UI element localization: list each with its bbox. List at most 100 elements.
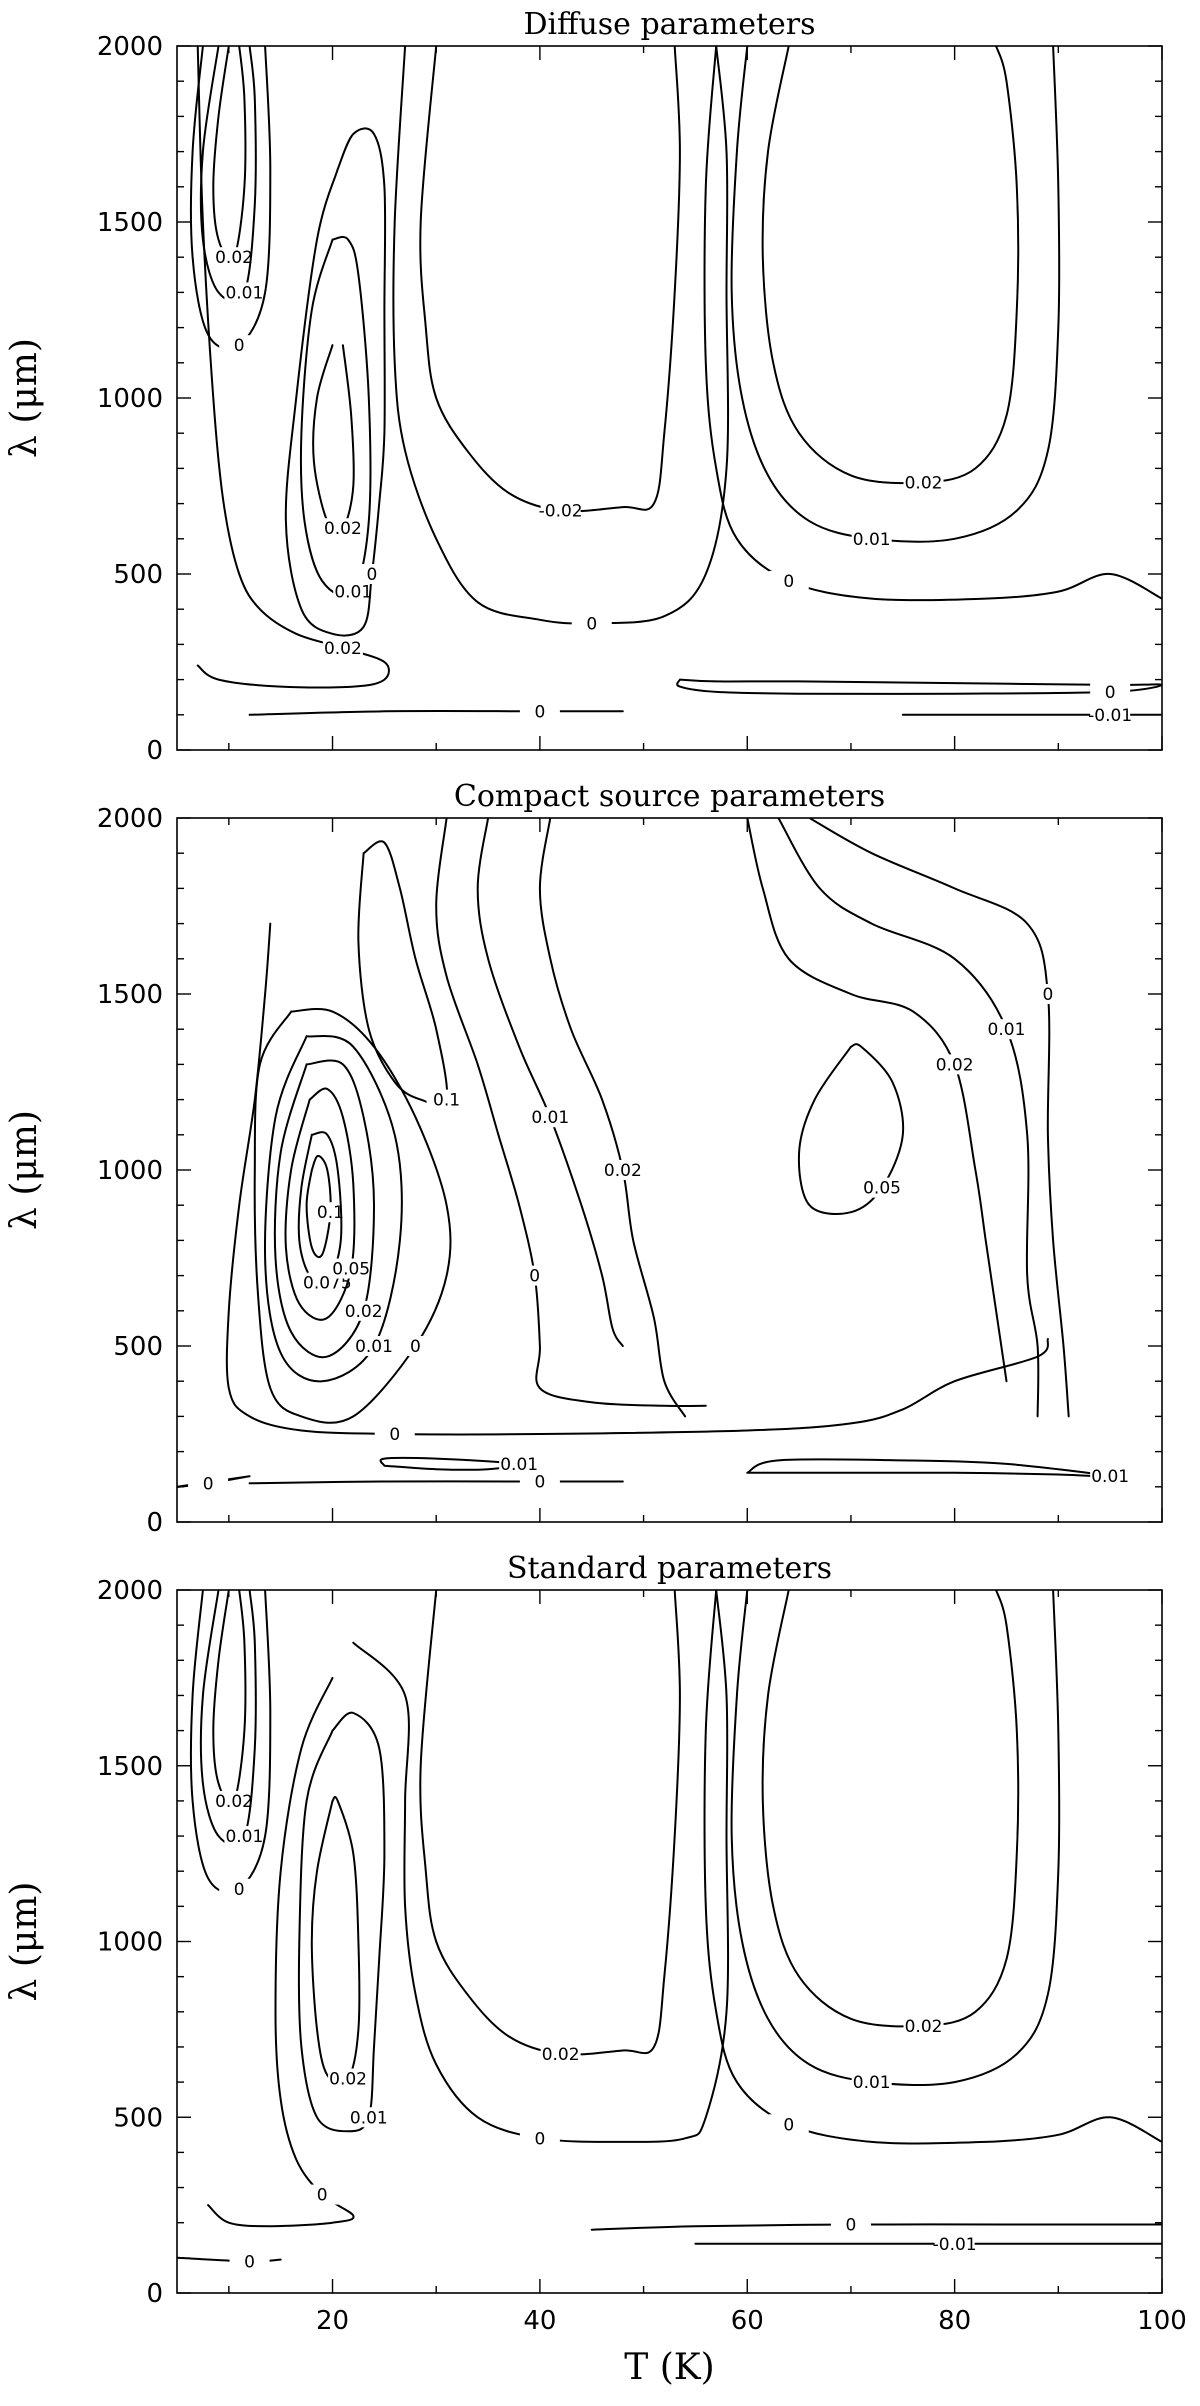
- contour-label-bg: [214, 247, 255, 268]
- contour-label-bg: [229, 2251, 270, 2272]
- y-tick-label: 500: [113, 2103, 163, 2133]
- contour-label-bg: [602, 1160, 643, 1180]
- contour-label: 0.01: [225, 1827, 263, 1847]
- contour-label: 0.01: [853, 530, 891, 550]
- contour-line: [253, 1008, 452, 1424]
- panel-1: Diffuse parameters 0 500 1000 1500 2000 λ (μm)…: [4, 7, 1163, 766]
- x-tick-label: 100: [1137, 2306, 1187, 2336]
- y-tick-label: 0: [146, 1508, 163, 1538]
- contour-line: [305, 1154, 332, 1259]
- contour-group: 0.020.0100.020.0100.02-0.0200.020.01000-…: [189, 46, 1162, 726]
- contour-label-bg: [333, 581, 374, 602]
- y-axis-label: λ (μm): [4, 338, 45, 458]
- contour-label: 0: [529, 1267, 540, 1287]
- contour-label: 0: [1043, 985, 1054, 1005]
- contour-label-bg: [903, 2015, 944, 2036]
- contour-label-bg: [322, 518, 363, 539]
- contour-label-bg: [903, 472, 944, 493]
- contour-label: 0.05: [863, 1179, 901, 1199]
- contour-line: [273, 1059, 375, 1359]
- contour-label: 0: [1105, 683, 1116, 703]
- contour-label-bg: [1090, 704, 1131, 725]
- contour-label: 0.01: [334, 583, 372, 603]
- contour-line: [196, 46, 390, 689]
- contour-line: [212, 1590, 247, 1805]
- contour-line: [392, 46, 730, 625]
- contour-line: [797, 1043, 905, 1215]
- y-tick-label: 2000: [97, 804, 163, 834]
- contour-label-bg: [302, 2184, 343, 2205]
- contour-label-bg: [348, 2107, 389, 2128]
- contour-label-bg: [1090, 681, 1131, 702]
- y-tick-label: 2000: [97, 1576, 163, 1606]
- x-axis-label: T (K): [624, 2347, 714, 2388]
- x-tick-label: 40: [523, 2306, 556, 2336]
- contour-label: 0: [367, 565, 378, 585]
- contour-line: [730, 46, 1061, 543]
- contour-label: 0.01: [988, 1020, 1026, 1040]
- contour-label-bg: [519, 701, 560, 722]
- contour-label: 0: [534, 2129, 545, 2149]
- contour-label-bg: [351, 564, 392, 584]
- y-tick-label: 500: [113, 1332, 163, 1362]
- contour-label-bg: [354, 1336, 394, 1356]
- contour-line: [419, 46, 681, 513]
- x-tick-label: 60: [731, 2306, 764, 2336]
- y-tick-label: 1500: [97, 1752, 163, 1782]
- contour-label: 0.01: [225, 283, 263, 303]
- contour-label: -0.01: [933, 2235, 977, 2255]
- contour-label: 0: [410, 1337, 421, 1357]
- contour-line: [538, 818, 687, 1418]
- panel-title: Standard parameters: [507, 1551, 832, 1586]
- contour-line: [761, 46, 1020, 485]
- contour-line: [207, 1676, 355, 2228]
- contour-label: 0: [534, 1473, 545, 1493]
- y-tick-label: 0: [146, 2279, 163, 2309]
- contour-label: 0.02: [324, 639, 362, 659]
- contour-label-bg: [986, 1019, 1027, 1040]
- contour-label: 0.01: [500, 1455, 538, 1475]
- contour-label: 0.02: [324, 519, 362, 539]
- contour-label: 0.01: [355, 1337, 393, 1357]
- contour-label-bg: [830, 2214, 871, 2235]
- contour-line: [284, 127, 387, 637]
- y-tick-label: 1000: [97, 384, 163, 414]
- contour-line: [703, 1590, 1162, 2145]
- contour-label: 0: [203, 1474, 214, 1494]
- panel-title: Diffuse parameters: [523, 7, 815, 42]
- contour-label: 0.02: [936, 1055, 974, 1075]
- panel-title: Compact source parameters: [454, 779, 885, 814]
- contour-label: 0.02: [542, 2045, 580, 2065]
- contour-line: [189, 1590, 272, 1894]
- contour-label: 0.01: [1091, 1467, 1129, 1487]
- contour-label: 0.02: [215, 1792, 253, 1812]
- contour-label-bg: [540, 500, 581, 521]
- contour-label: -0.01: [1088, 706, 1132, 726]
- x-tick-label: 20: [316, 2306, 349, 2336]
- contour-label-bg: [322, 637, 363, 658]
- contour-line: [435, 818, 707, 1408]
- contour-line: [310, 1796, 361, 2084]
- contour-label: 0: [389, 1425, 400, 1445]
- y-tick-label: 1000: [97, 1928, 163, 1958]
- contour-line: [212, 46, 247, 261]
- contour-label: 0.1: [433, 1091, 460, 1111]
- contour-line: [284, 1087, 356, 1321]
- contour-label-bg: [540, 2043, 581, 2064]
- y-axis-label: λ (μm): [4, 1110, 45, 1230]
- y-tick-label: 1000: [97, 1156, 163, 1186]
- contour-label-bg: [499, 1453, 540, 1474]
- contour-label: 0: [783, 572, 794, 592]
- contour-label: 0: [783, 2115, 794, 2135]
- contour-label: 0.075: [303, 1274, 352, 1294]
- contour-label: 0.01: [853, 2073, 891, 2093]
- contour-label-bg: [768, 571, 809, 592]
- contour-line: [225, 922, 1049, 1436]
- contour-label: 0.01: [350, 2108, 388, 2128]
- y-tick-label: 1500: [97, 980, 163, 1010]
- contour-line: [264, 1035, 403, 1383]
- x-tick-label: 80: [938, 2306, 971, 2336]
